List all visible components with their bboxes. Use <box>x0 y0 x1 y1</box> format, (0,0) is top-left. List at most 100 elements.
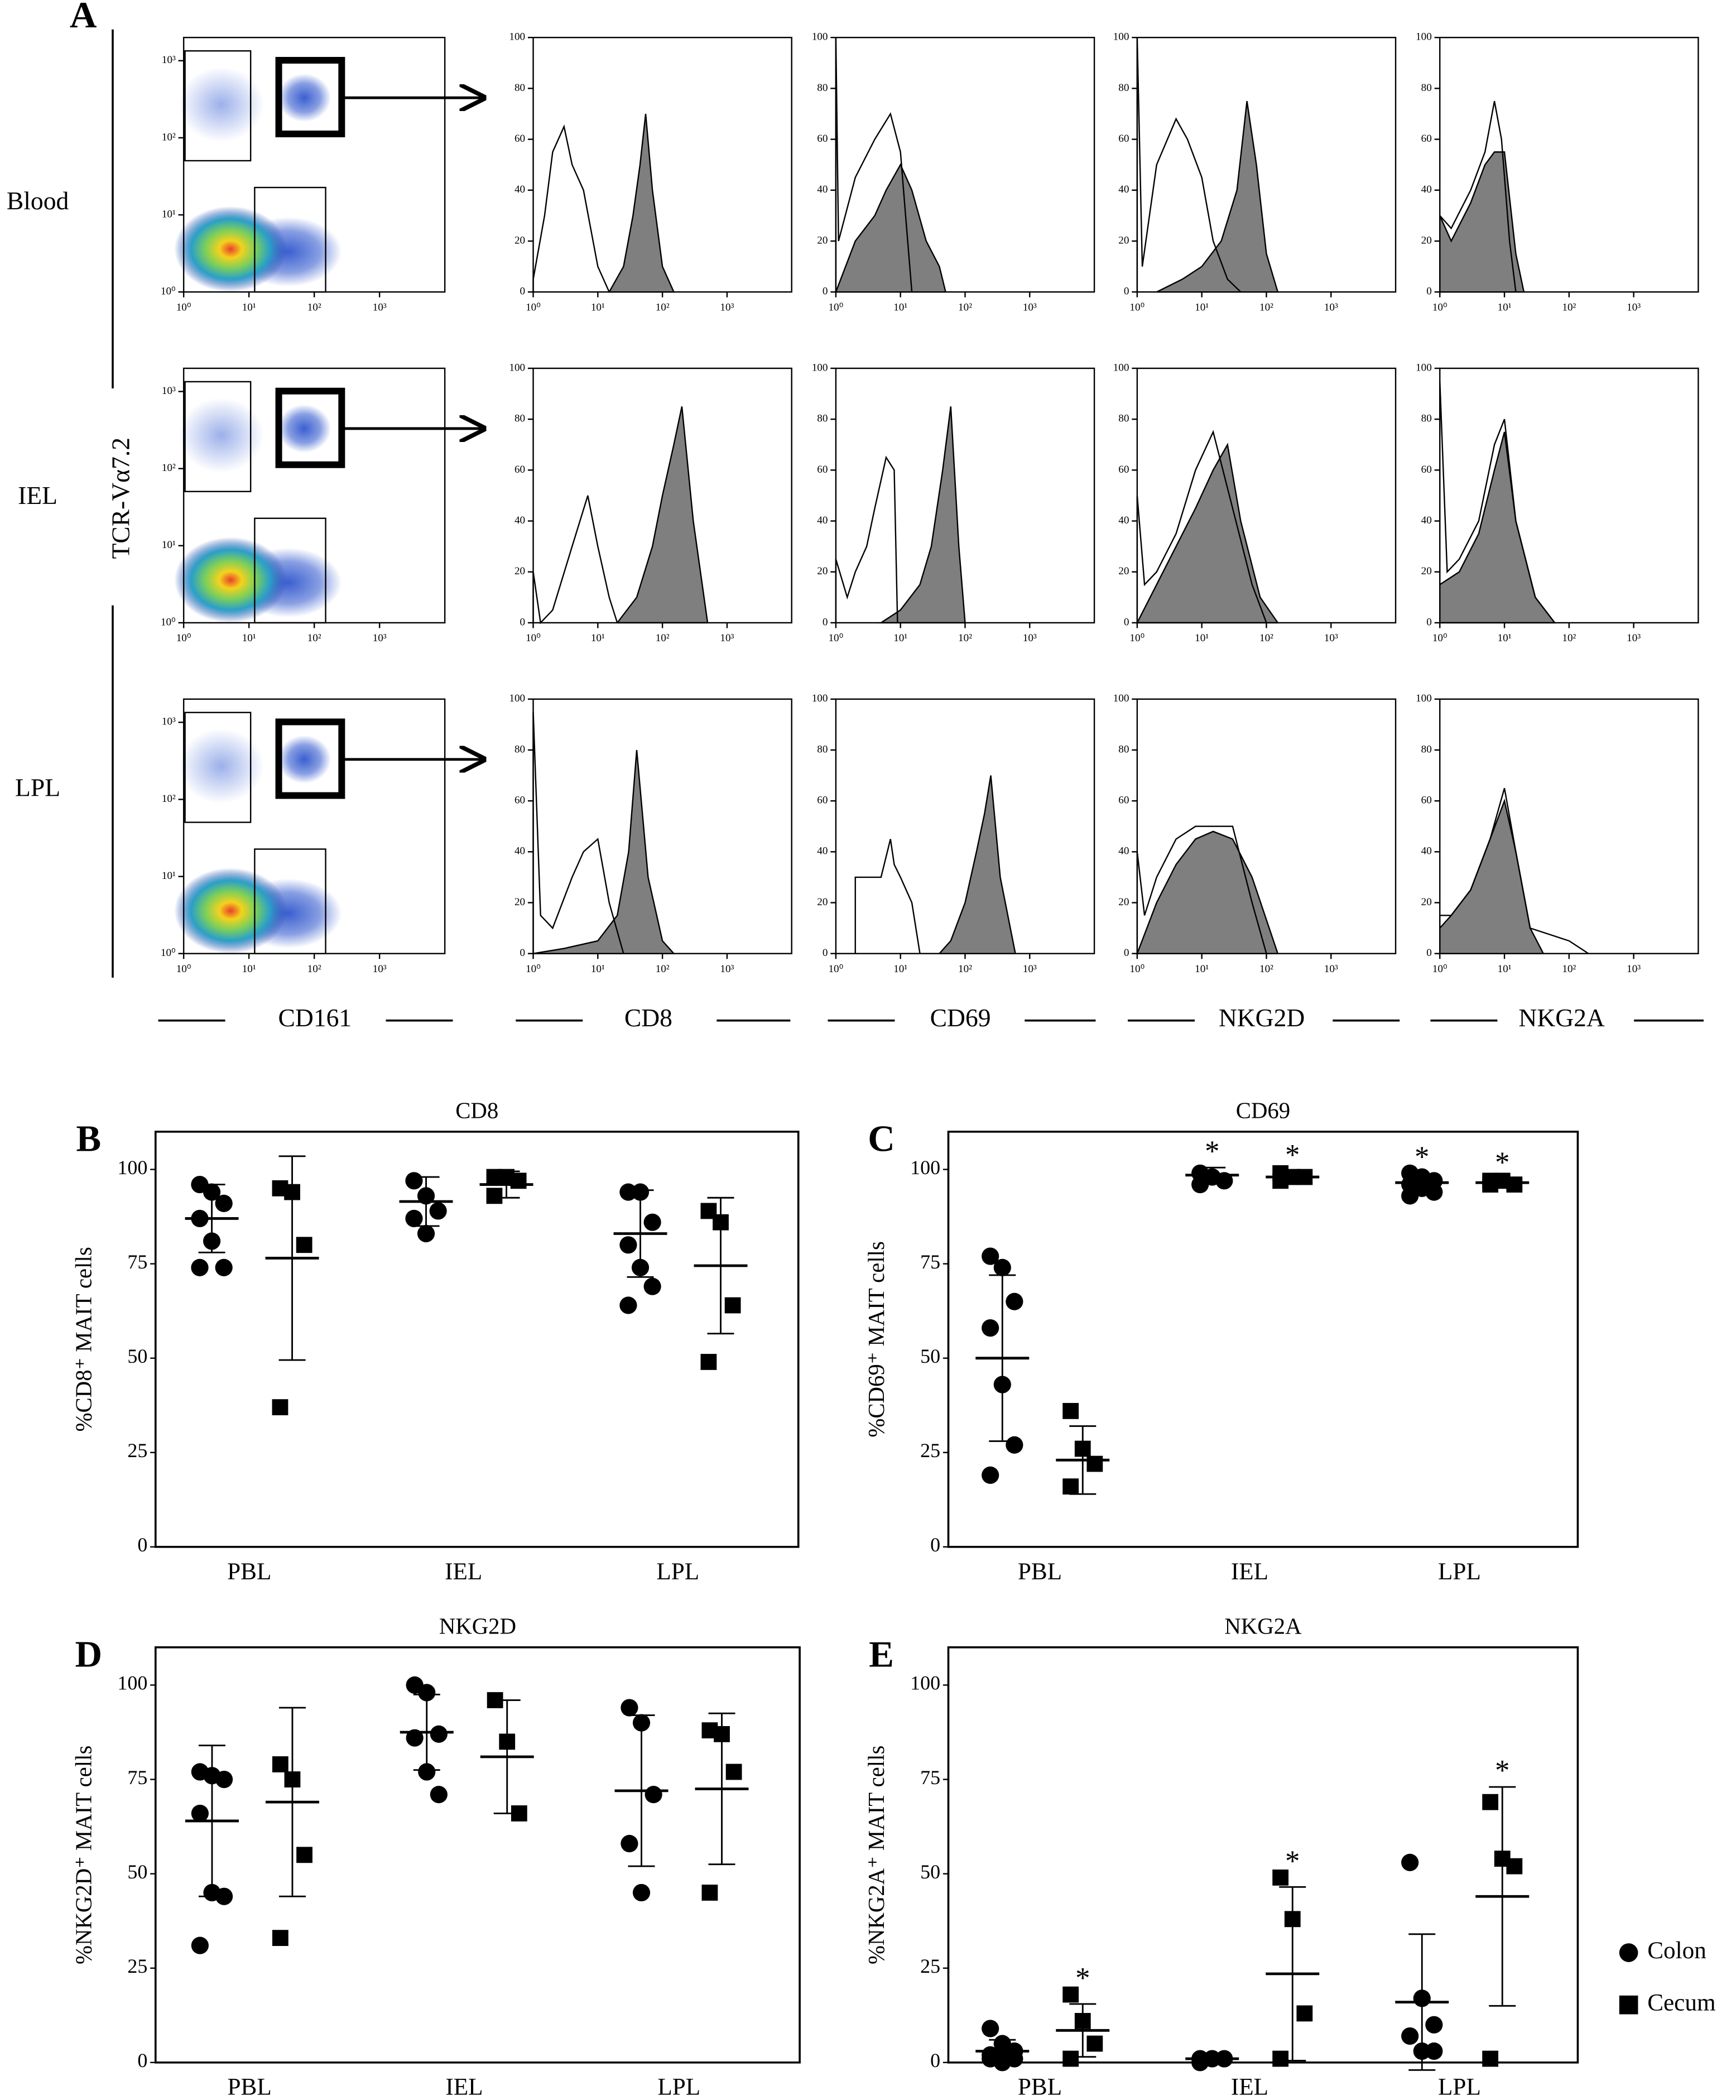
x-axis-label: CD69 <box>930 1003 991 1032</box>
error-bar <box>1279 1170 1306 1184</box>
density-cloud <box>174 50 483 293</box>
x-tick-label: 10⁰ <box>828 632 843 644</box>
plot-frame <box>532 698 792 954</box>
histogram-curve <box>835 455 898 623</box>
data-point <box>486 1188 503 1204</box>
y-tick-label: 80 <box>1421 743 1432 755</box>
y-tick-label: 80 <box>817 413 828 425</box>
y-tick-label: 100 <box>1113 693 1129 704</box>
histogram-curve <box>1439 431 1556 624</box>
legend-marker <box>1619 1943 1638 1962</box>
data-point <box>701 1885 718 1901</box>
y-tick-label: 50 <box>127 1861 147 1883</box>
y-tick-label: 100 <box>509 31 525 43</box>
data-point <box>418 1684 436 1702</box>
chart-title: NKG2A <box>1224 1614 1302 1639</box>
data-point <box>1506 1858 1523 1875</box>
error-bar <box>278 1155 306 1361</box>
error-bar <box>1489 1786 1516 2007</box>
data-point <box>700 1354 717 1370</box>
significance-star: * <box>1285 1139 1300 1171</box>
density-blob <box>178 66 265 142</box>
histogram-curve <box>878 406 966 624</box>
x-tick-label: 10² <box>1259 963 1273 975</box>
panel-label: B <box>76 1118 101 1160</box>
data-point <box>215 1770 233 1789</box>
data-point <box>619 1296 637 1314</box>
legend-label: Cecum <box>1647 1990 1715 2016</box>
data-point <box>215 1194 233 1212</box>
x-tick-label: 10³ <box>720 632 734 644</box>
y-tick-label: 10² <box>162 131 176 143</box>
y-tick-label: 60 <box>1118 133 1129 145</box>
y-tick-label: 100 <box>1416 31 1432 43</box>
y-tick-label: 40 <box>1421 184 1432 195</box>
x-tick-label: 10⁰ <box>1432 301 1448 313</box>
y-tick-label: 20 <box>817 565 828 577</box>
x-tick-label: PBL <box>1018 1559 1062 1585</box>
y-tick-label: 50 <box>920 1345 940 1367</box>
x-tick-label: 10³ <box>373 632 387 644</box>
significance-star: * <box>1205 1135 1219 1167</box>
data-point <box>191 1258 209 1276</box>
error-bar <box>1408 1174 1436 1191</box>
data-point <box>643 1213 661 1231</box>
y-tick-label: 10² <box>162 462 176 474</box>
histogram-curve <box>1136 37 1242 293</box>
x-tick-label: 10⁰ <box>1129 301 1144 313</box>
y-tick-label: 60 <box>817 133 828 145</box>
y-axis-label: %NKG2D⁺ MAIT cells <box>71 1746 96 1964</box>
y-tick-label: 100 <box>910 1672 940 1694</box>
x-tick-label: 10³ <box>1627 301 1641 313</box>
y-tick-label: 100 <box>812 31 828 43</box>
error-bar <box>708 1712 735 1866</box>
data-point <box>993 1258 1011 1276</box>
y-tick-label: 10⁰ <box>161 286 176 297</box>
error-bar <box>1199 2056 1226 2061</box>
mait-gate <box>275 56 345 137</box>
y-axis-label: %CD8⁺ MAIT cells <box>71 1247 96 1431</box>
y-tick-label: 60 <box>514 133 525 145</box>
x-tick-label: 10² <box>1259 301 1273 313</box>
density-blob <box>178 397 265 473</box>
mait-gate <box>275 718 345 799</box>
x-tick-label: PBL <box>227 1559 271 1585</box>
y-tick-label: 25 <box>127 1439 147 1462</box>
x-tick-label: LPL <box>1438 2074 1481 2100</box>
significance-star: * <box>1495 1755 1509 1787</box>
chart-title: CD69 <box>1236 1098 1290 1123</box>
x-tick-label: 10⁰ <box>828 963 843 975</box>
chart-title: NKG2D <box>439 1614 516 1639</box>
data-point <box>1401 1187 1419 1205</box>
data-point <box>215 1258 233 1276</box>
significance-star: * <box>1495 1147 1509 1179</box>
y-tick-label: 80 <box>1118 82 1129 94</box>
legend-marker <box>1619 1995 1638 2015</box>
y-tick-label: 10³ <box>162 385 176 397</box>
x-tick-label: 10² <box>307 632 321 644</box>
data-point <box>1296 2005 1313 2022</box>
y-tick-label: 100 <box>1113 31 1129 43</box>
mait-gate <box>275 387 345 468</box>
row-label: LPL <box>15 773 60 801</box>
y-tick-label: 10¹ <box>162 870 176 882</box>
y-tick-label: 100 <box>812 693 828 704</box>
x-tick-label: 10³ <box>720 301 734 313</box>
density-cloud <box>174 381 483 624</box>
density-blob <box>277 404 331 453</box>
x-tick-label: PBL <box>1018 2074 1062 2100</box>
histogram-curve <box>1439 100 1517 292</box>
error-bar <box>1279 1886 1306 2061</box>
x-tick-label: 10² <box>656 632 670 644</box>
histogram-curve <box>1439 787 1589 954</box>
y-tick-label: 0 <box>137 2049 147 2072</box>
data-point <box>1272 1870 1289 1886</box>
y-tick-label: 25 <box>920 1439 940 1462</box>
data-point <box>417 1224 435 1243</box>
histogram-curve <box>937 775 1017 954</box>
y-tick-label: 20 <box>1118 565 1129 577</box>
y-tick-label: 40 <box>1421 845 1432 857</box>
x-tick-label: 10¹ <box>1195 301 1209 313</box>
data-point <box>982 1247 999 1265</box>
